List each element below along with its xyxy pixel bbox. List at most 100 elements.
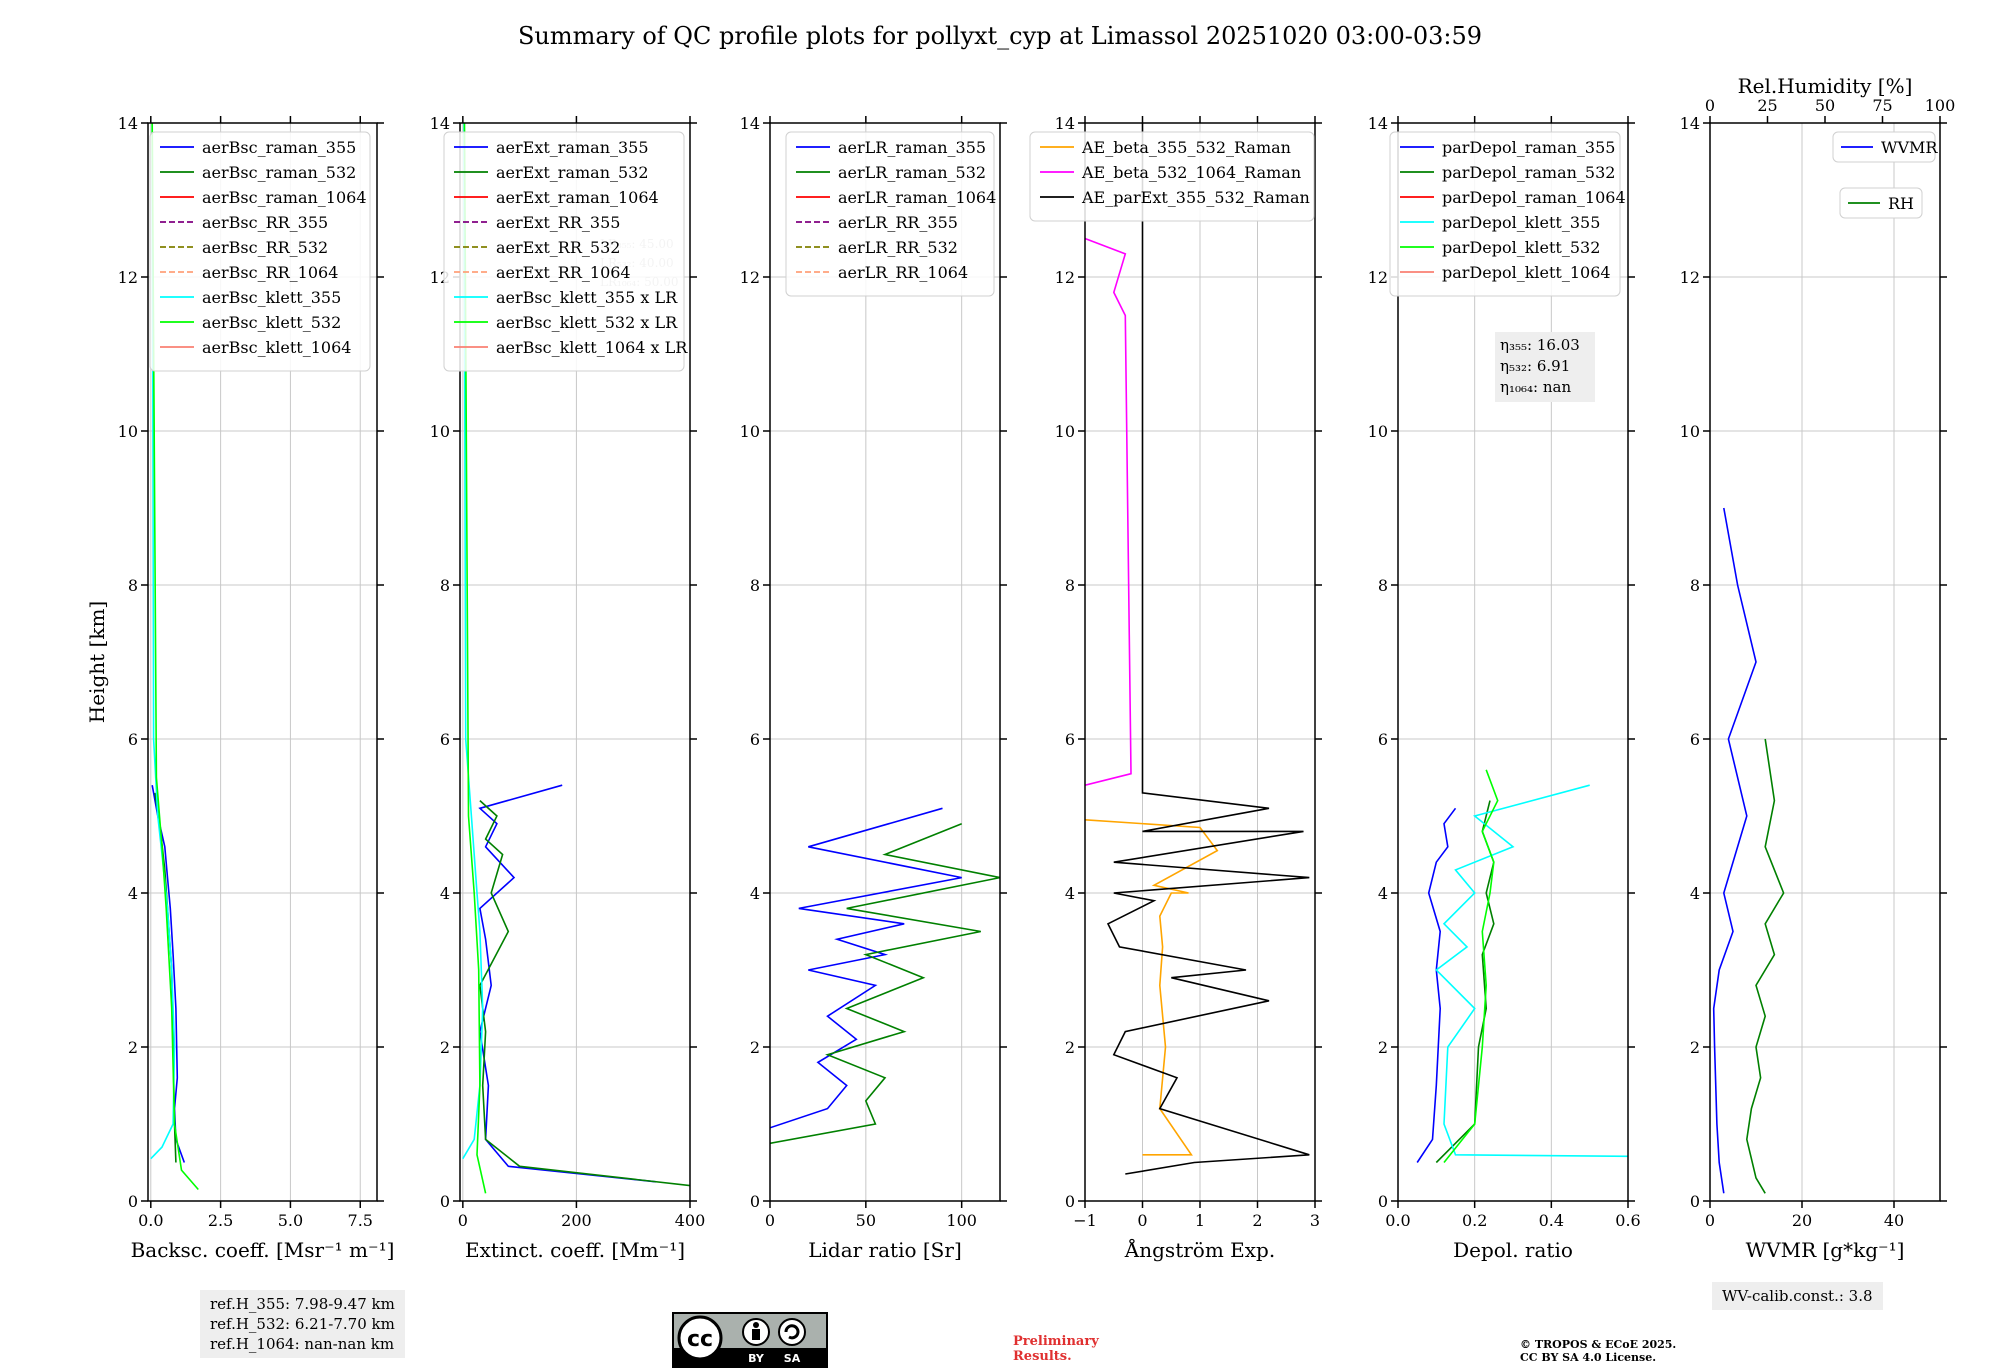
legend-box bbox=[1389, 131, 1621, 297]
legend-label: aerBsc_RR_355 bbox=[202, 213, 328, 232]
legend-label: aerLR_RR_532 bbox=[838, 238, 958, 257]
x-tick-label: 20 bbox=[1792, 1211, 1812, 1230]
y-tick-label: 12 bbox=[740, 268, 760, 287]
series-group bbox=[1712, 507, 1785, 1194]
y-tick-label: 12 bbox=[118, 268, 138, 287]
legend-label: aerLR_RR_1064 bbox=[838, 263, 968, 282]
y-tick-label: 10 bbox=[118, 422, 138, 441]
panel-bsc: 0 2 4 6 8 10 12 14 0.0 2.5 5.0 7.5 Backsc. coeff. [M… bbox=[85, 114, 394, 1262]
series-line-WVMR bbox=[1712, 507, 1757, 1194]
legend-label: aerBsc_RR_1064 bbox=[202, 263, 338, 282]
y-tick-label: 2 bbox=[440, 1038, 450, 1057]
y-tick-label: 14 bbox=[1368, 114, 1388, 133]
panel-wvmr: 0 2 4 6 8 10 12 14 0 20 40 WVMR [g*kg⁻¹] 0 25 50 75 100 R… bbox=[1680, 74, 1956, 1262]
reference-height-box: ref.H_355: 7.98-9.47 km ref.H_532: 6.21-… bbox=[200, 1290, 405, 1358]
legend-label: aerExt_raman_355 bbox=[496, 138, 649, 157]
series-line-aerExt_raman_355 bbox=[478, 784, 656, 1183]
legend-label: parDepol_raman_1064 bbox=[1442, 188, 1626, 207]
y-tick-label: 12 bbox=[1368, 268, 1388, 287]
legend-box bbox=[785, 131, 995, 297]
y-tick-label: 8 bbox=[1065, 576, 1075, 595]
y-tick-label: 14 bbox=[118, 114, 138, 133]
ref-h-1064: ref.H_1064: nan-nan km bbox=[210, 1335, 395, 1353]
x-tick-label: 400 bbox=[675, 1211, 706, 1230]
series-group bbox=[150, 123, 199, 1191]
top-x-tick-label: 100 bbox=[1925, 96, 1956, 115]
y-tick-label: 4 bbox=[750, 884, 760, 903]
figure-title: Summary of QC profile plots for pollyxt_… bbox=[517, 22, 1483, 50]
y-tick-label: 14 bbox=[430, 114, 450, 133]
legend-label: aerLR_RR_355 bbox=[838, 213, 958, 232]
legend-label: aerLR_raman_532 bbox=[838, 163, 986, 182]
y-tick-label: 6 bbox=[1690, 730, 1700, 749]
y-tick-label: 8 bbox=[1690, 576, 1700, 595]
x-axis-label: Extinct. coeff. [Mm⁻¹] bbox=[465, 1238, 685, 1262]
y-tick-label: 10 bbox=[1055, 422, 1075, 441]
y-tick-label: 0 bbox=[750, 1192, 760, 1211]
cc-text: cc bbox=[687, 1327, 713, 1352]
cc-by-sa-badge: cc BY SA bbox=[672, 1312, 828, 1368]
wv-calibration-box: WV-calib.const.: 3.8 bbox=[1712, 1282, 1883, 1310]
legend-label: aerBsc_RR_532 bbox=[202, 238, 328, 257]
x-axis-label: Depol. ratio bbox=[1453, 1238, 1573, 1262]
x-tick-label: 2.5 bbox=[208, 1211, 233, 1230]
y-tick-label: 6 bbox=[1065, 730, 1075, 749]
legend-label: AE_beta_532_1064_Raman bbox=[1081, 163, 1301, 182]
x-tick-label: 0 bbox=[1137, 1211, 1147, 1230]
series-group bbox=[462, 123, 690, 1194]
y-tick-label: 8 bbox=[1378, 576, 1388, 595]
series-line-aerBsc_klett_532 bbox=[151, 123, 199, 1191]
series-line-AE_beta_355_532_Raman bbox=[1085, 819, 1219, 1156]
preliminary-line-1: Preliminary bbox=[1013, 1334, 1099, 1349]
panel-lr: 0 2 4 6 8 10 12 14 0 50 100 Lidar ratio [Sr] aerLR_r… bbox=[740, 114, 1007, 1262]
y-tick-label: 12 bbox=[1055, 268, 1075, 287]
legend-label: aerBsc_klett_1064 bbox=[202, 338, 351, 357]
y-tick-label: 10 bbox=[740, 422, 760, 441]
series-line-aerLR_raman_355 bbox=[770, 807, 962, 1129]
legend-label: aerExt_raman_532 bbox=[496, 163, 649, 182]
legend-label: parDepol_raman_532 bbox=[1442, 163, 1615, 182]
legend-label: aerLR_raman_355 bbox=[838, 138, 986, 157]
sa-text: SA bbox=[784, 1352, 801, 1365]
legend-label: aerBsc_klett_355 bbox=[202, 288, 341, 307]
y-tick-label: 2 bbox=[1378, 1038, 1388, 1057]
x-axis-label: WVMR [g*kg⁻¹] bbox=[1746, 1238, 1905, 1262]
legend-label: aerExt_RR_532 bbox=[496, 238, 620, 257]
y-tick-label: 12 bbox=[1680, 268, 1700, 287]
legend-label: aerBsc_raman_532 bbox=[202, 163, 356, 182]
x-tick-label: 40 bbox=[1884, 1211, 1904, 1230]
x-tick-label: 0 bbox=[458, 1211, 468, 1230]
x-tick-label: 1 bbox=[1195, 1211, 1205, 1230]
x-tick-label: 0 bbox=[1705, 1211, 1715, 1230]
ref-h-355: ref.H_355: 7.98-9.47 km bbox=[210, 1295, 395, 1313]
legend-label: aerBsc_klett_355 x LR bbox=[496, 288, 678, 307]
series-line-parDepol_klett_532 bbox=[1443, 769, 1499, 1163]
y-axis-label: Height [km] bbox=[85, 601, 109, 723]
y-tick-label: 4 bbox=[1378, 884, 1388, 903]
series-line-aerLR_raman_532 bbox=[770, 822, 1000, 1145]
legend-label: parDepol_klett_532 bbox=[1442, 238, 1600, 257]
wv-calibration-constant: WV-calib.const.: 3.8 bbox=[1722, 1287, 1873, 1305]
series-line-AE_parExt_355_532_Raman bbox=[1106, 123, 1310, 1175]
x-axis-label: Backsc. coeff. [Msr⁻¹ m⁻¹] bbox=[131, 1238, 395, 1262]
top-x-axis-label: Rel.Humidity [%] bbox=[1738, 74, 1913, 98]
y-tick-label: 14 bbox=[1055, 114, 1075, 133]
x-tick-label: 200 bbox=[561, 1211, 592, 1230]
legend-label: aerBsc_klett_532 x LR bbox=[496, 313, 678, 332]
legend-label: aerExt_RR_1064 bbox=[496, 263, 631, 282]
y-tick-label: 6 bbox=[750, 730, 760, 749]
x-tick-label: 0.4 bbox=[1539, 1211, 1564, 1230]
y-tick-label: 8 bbox=[128, 576, 138, 595]
eta-label: η₁₀₆₄: nan bbox=[1500, 378, 1571, 396]
legend-label: aerBsc_klett_1064 x LR bbox=[496, 338, 688, 357]
y-tick-label: 6 bbox=[1378, 730, 1388, 749]
x-tick-label: 0 bbox=[765, 1211, 775, 1230]
y-tick-label: 4 bbox=[128, 884, 138, 903]
x-tick-label: 2 bbox=[1252, 1211, 1262, 1230]
y-tick-label: 2 bbox=[1690, 1038, 1700, 1057]
x-axis-label: Ångström Exp. bbox=[1124, 1237, 1275, 1262]
ref-h-532: ref.H_532: 6.21-7.70 km bbox=[210, 1315, 395, 1333]
copyright-line-2: CC BY SA 4.0 License. bbox=[1520, 1351, 1657, 1364]
